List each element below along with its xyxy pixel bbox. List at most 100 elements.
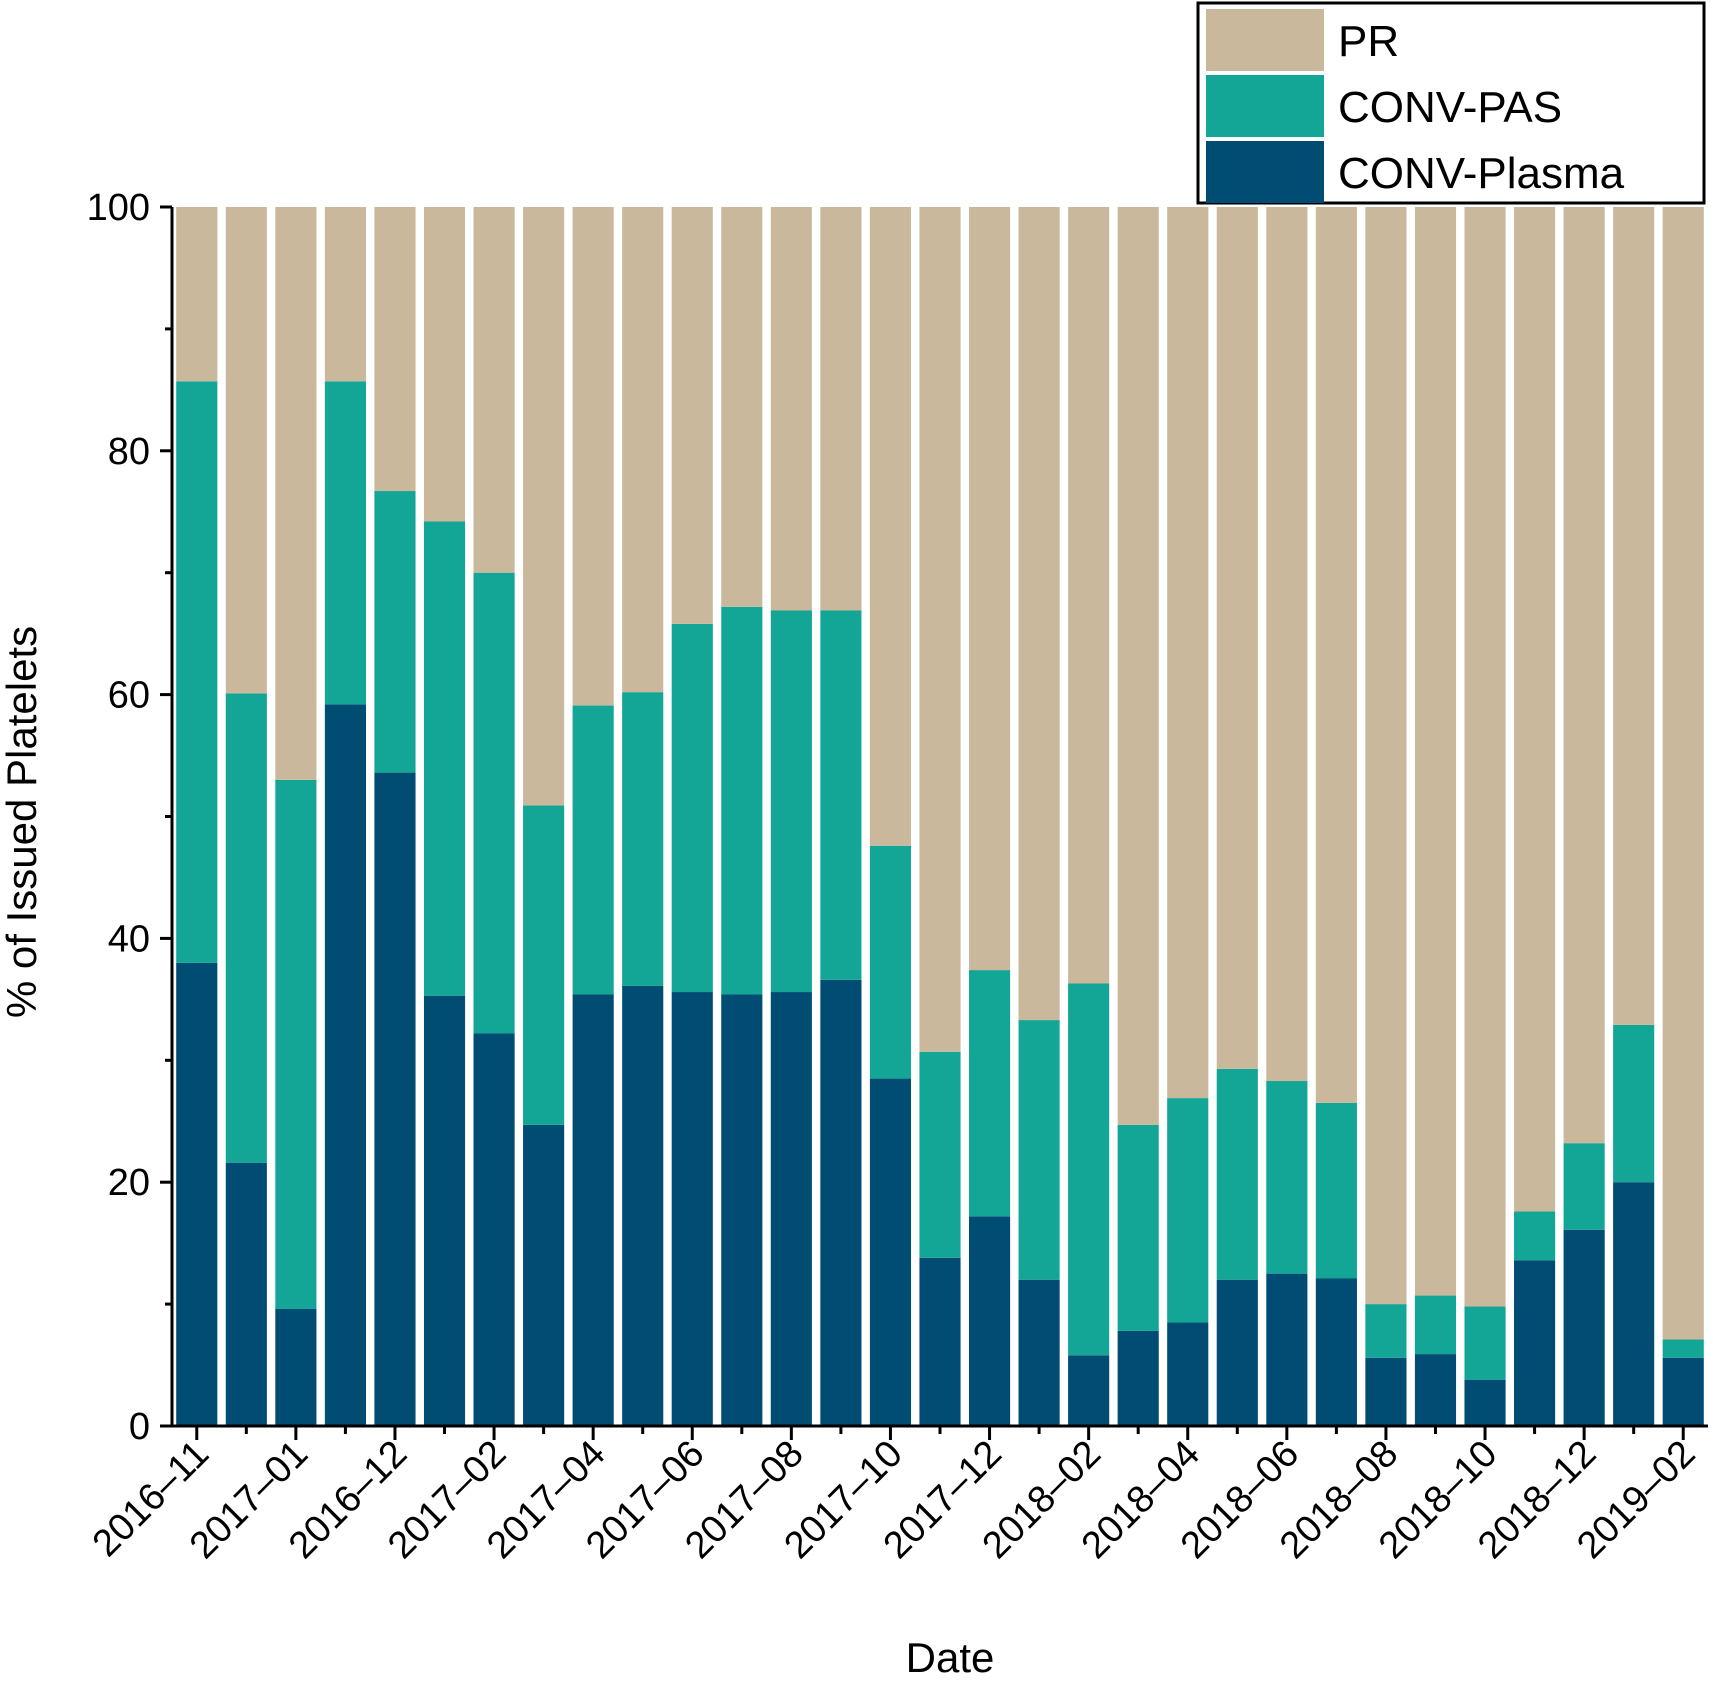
legend: PR CONV-PAS CONV-Plasma bbox=[1196, 1, 1706, 205]
bar-pr-25 bbox=[1365, 207, 1407, 1305]
bar-conv-plasma-23 bbox=[1266, 1273, 1308, 1427]
legend-label-conv-plasma: CONV-Plasma bbox=[1338, 149, 1625, 198]
bar-conv-pas-17 bbox=[968, 970, 1011, 1217]
bar-pr-6 bbox=[423, 207, 466, 522]
bar-conv-plasma-7 bbox=[473, 1033, 515, 1426]
bar-conv-pas-7 bbox=[473, 572, 515, 1034]
bar-conv-pas-5 bbox=[374, 491, 416, 773]
bar-pr-14 bbox=[820, 207, 862, 611]
bar-conv-plasma-28 bbox=[1514, 1260, 1556, 1426]
bar-conv-pas-29 bbox=[1563, 1143, 1605, 1230]
bar-pr-16 bbox=[919, 207, 961, 1052]
bar-pr-7 bbox=[473, 207, 515, 573]
bar-conv-plasma-6 bbox=[423, 995, 466, 1426]
bar-conv-plasma-15 bbox=[869, 1078, 912, 1426]
bar-conv-pas-16 bbox=[919, 1051, 961, 1258]
bar-conv-plasma-10 bbox=[622, 985, 664, 1426]
bar-conv-plasma-27 bbox=[1464, 1379, 1506, 1426]
bar-conv-pas-4 bbox=[324, 381, 366, 705]
y-tick-label-100: 100 bbox=[87, 187, 150, 229]
bar-pr-17 bbox=[968, 207, 1011, 971]
bar-conv-plasma-9 bbox=[572, 994, 614, 1426]
y-tick-label-0: 0 bbox=[129, 1406, 150, 1448]
bar-pr-19 bbox=[1068, 207, 1110, 984]
legend-swatch-conv-pas bbox=[1206, 75, 1324, 137]
bar-pr-1 bbox=[176, 207, 218, 382]
bar-conv-plasma-11 bbox=[671, 992, 713, 1426]
bar-pr-22 bbox=[1216, 207, 1258, 1069]
bar-conv-plasma-19 bbox=[1068, 1355, 1110, 1426]
bar-pr-12 bbox=[721, 207, 763, 607]
bar-conv-pas-2 bbox=[225, 693, 267, 1163]
bar-pr-5 bbox=[374, 207, 416, 492]
bar-pr-29 bbox=[1563, 207, 1605, 1144]
bar-conv-pas-8 bbox=[523, 805, 565, 1125]
bar-conv-plasma-24 bbox=[1315, 1278, 1357, 1426]
bar-conv-plasma-12 bbox=[721, 994, 763, 1426]
bar-conv-plasma-8 bbox=[523, 1124, 565, 1426]
bar-pr-4 bbox=[324, 207, 366, 382]
bar-pr-3 bbox=[275, 207, 317, 780]
bar-conv-pas-23 bbox=[1266, 1081, 1308, 1274]
bar-conv-pas-6 bbox=[423, 521, 466, 996]
bar-conv-pas-1 bbox=[176, 381, 218, 963]
bar-conv-pas-3 bbox=[275, 779, 317, 1309]
bar-conv-plasma-20 bbox=[1117, 1330, 1159, 1426]
bar-pr-2 bbox=[225, 207, 267, 694]
bar-conv-pas-10 bbox=[622, 692, 664, 986]
y-tick-label-80: 80 bbox=[108, 431, 150, 473]
bar-pr-24 bbox=[1315, 207, 1357, 1103]
bar-pr-31 bbox=[1662, 207, 1704, 1340]
bar-conv-plasma-14 bbox=[820, 979, 862, 1426]
bar-conv-pas-19 bbox=[1068, 983, 1110, 1356]
y-tick-label-20: 20 bbox=[108, 1162, 150, 1204]
bar-pr-18 bbox=[1018, 207, 1060, 1021]
bar-pr-20 bbox=[1117, 207, 1159, 1125]
bar-pr-13 bbox=[770, 207, 812, 611]
y-tick-label-40: 40 bbox=[108, 918, 150, 960]
y-axis-title: % of Issued Platelets bbox=[0, 626, 45, 1018]
bar-conv-plasma-17 bbox=[968, 1216, 1011, 1426]
legend-label-conv-pas: CONV-PAS bbox=[1338, 83, 1562, 132]
bar-conv-pas-20 bbox=[1117, 1124, 1159, 1331]
bar-conv-pas-15 bbox=[869, 845, 912, 1079]
bar-conv-pas-27 bbox=[1464, 1306, 1506, 1380]
bar-conv-pas-30 bbox=[1613, 1024, 1655, 1183]
bar-conv-plasma-1 bbox=[176, 962, 218, 1426]
bar-pr-26 bbox=[1414, 207, 1457, 1296]
bar-conv-plasma-3 bbox=[275, 1308, 317, 1426]
bar-conv-pas-22 bbox=[1216, 1068, 1258, 1280]
bar-conv-plasma-4 bbox=[324, 704, 366, 1426]
bar-pr-11 bbox=[671, 207, 713, 624]
bar-pr-28 bbox=[1514, 207, 1556, 1212]
legend-label-pr: PR bbox=[1338, 17, 1399, 66]
bar-conv-pas-28 bbox=[1514, 1211, 1556, 1261]
bar-pr-8 bbox=[523, 207, 565, 806]
bar-pr-27 bbox=[1464, 207, 1506, 1307]
bars-group bbox=[176, 207, 1704, 1427]
bar-conv-plasma-31 bbox=[1662, 1357, 1704, 1426]
bar-conv-plasma-13 bbox=[770, 992, 812, 1426]
bar-pr-30 bbox=[1613, 207, 1655, 1025]
bar-conv-pas-24 bbox=[1315, 1102, 1357, 1279]
bar-pr-10 bbox=[622, 207, 664, 693]
bar-conv-pas-11 bbox=[671, 623, 713, 993]
bar-conv-pas-18 bbox=[1018, 1020, 1060, 1280]
bar-conv-plasma-22 bbox=[1216, 1279, 1258, 1426]
y-tick-label-60: 60 bbox=[108, 675, 150, 717]
bar-conv-plasma-16 bbox=[919, 1257, 961, 1426]
bar-conv-pas-12 bbox=[721, 606, 763, 995]
bar-conv-plasma-30 bbox=[1613, 1182, 1655, 1426]
legend-swatch-pr bbox=[1206, 9, 1324, 71]
bar-conv-plasma-5 bbox=[374, 772, 416, 1426]
x-axis-title: Date bbox=[906, 1634, 995, 1680]
bar-conv-plasma-21 bbox=[1167, 1322, 1209, 1426]
bar-conv-pas-13 bbox=[770, 610, 812, 993]
bar-conv-pas-9 bbox=[572, 705, 614, 995]
bar-pr-21 bbox=[1167, 207, 1209, 1099]
bar-conv-pas-14 bbox=[820, 610, 862, 980]
bar-conv-plasma-2 bbox=[225, 1162, 267, 1426]
bar-conv-pas-25 bbox=[1365, 1304, 1407, 1358]
